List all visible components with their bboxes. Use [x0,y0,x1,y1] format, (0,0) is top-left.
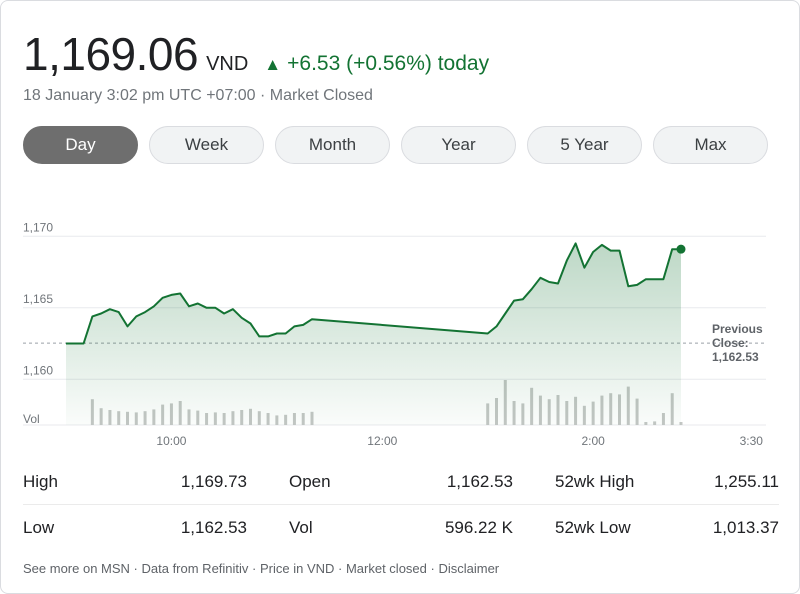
stat-label: 52wk Low [555,517,631,537]
stat-label: High [23,471,58,491]
y-tick-label: 1,165 [23,292,53,306]
price-line [66,242,681,345]
stat-value: 1,169.73 [180,471,247,491]
separator: · [334,561,346,576]
x-tick-label: 12:00 [367,434,397,448]
stat-label: Low [23,517,55,537]
tab-label: Week [184,135,229,154]
tab-week[interactable]: Week [149,126,264,164]
stat-value: 1,162.53 [180,517,247,537]
x-tick-label: 2:00 [581,434,605,448]
stat-value: 596.22 K [444,517,513,537]
price-series [66,242,686,425]
disclaimer-link[interactable]: Disclaimer [438,561,500,576]
see-more-link[interactable]: See more on MSN [23,561,130,576]
tab-label: Max [694,135,727,154]
price-header: 1,169.06 VND ▲ +6.53 (+0.56%) today [23,27,489,81]
price-chart[interactable]: 1,160 1,165 1,170 Vol 10:00 12:00 2:00 3:30 Prev… [1,196,800,451]
chart-labels: 1,160 1,165 1,170 Vol 10:00 12:00 2:00 3:30 Prev… [23,220,763,448]
stat-52wk-low: 52wk Low 1,013.37 [555,518,779,538]
stat-value: 1,255.11 [714,471,779,491]
current-price: 1,169.06 [23,28,199,80]
stat-high: High 1,169.73 [23,472,247,492]
previous-close-label: Previous [712,322,763,336]
tab-label: 5 Year [560,135,609,154]
stats-table: High 1,169.73 Open 1,162.53 52wk High 1,… [23,459,779,550]
market-status-line: 18 January 3:02 pm UTC +07:00 · Market C… [23,87,373,104]
tab-day[interactable]: Day [23,126,138,164]
tab-label: Day [65,135,96,154]
stat-label: Open [289,471,331,491]
tab-max[interactable]: Max [653,126,768,164]
stat-vol: Vol 596.22 K [289,518,513,538]
vol-axis-label: Vol [23,412,40,426]
x-tick-label: 10:00 [156,434,186,448]
separator: · [248,561,260,576]
stat-value: 1,013.37 [712,517,779,537]
stats-row: High 1,169.73 Open 1,162.53 52wk High 1,… [23,459,779,505]
previous-close-label: Close: [712,336,749,350]
stat-52wk-high: 52wk High 1,255.11 [555,472,779,492]
last-price-dot [676,244,686,254]
currency-note: Price in VND [259,561,335,576]
tab-year[interactable]: Year [401,126,516,164]
stat-label: 52wk High [555,471,635,491]
x-tick-label: 3:30 [740,434,764,448]
up-arrow-icon: ▲ [264,55,282,74]
stat-label: Vol [289,517,313,537]
data-source-link[interactable]: Data from Refinitiv [141,561,249,576]
price-change-text: +6.53 (+0.56%) today [287,52,490,75]
y-tick-label: 1,170 [23,220,53,234]
price-area [66,243,681,425]
stat-low: Low 1,162.53 [23,518,247,538]
tab-month[interactable]: Month [275,126,390,164]
y-tick-label: 1,160 [23,363,53,377]
tab-label: Year [441,135,476,154]
currency-label: VND [206,53,249,75]
range-tabs: Day Week Month Year 5 Year Max [23,126,779,164]
footer: See more on MSN · Data from Refinitiv · … [23,561,499,576]
stat-value: 1,162.53 [446,471,513,491]
previous-close-label: 1,162.53 [712,350,759,364]
separator: · [426,561,439,576]
price-change: ▲ +6.53 (+0.56%) today [264,52,489,76]
stat-open: Open 1,162.53 [289,472,513,492]
tab-5-year[interactable]: 5 Year [527,126,642,164]
tab-label: Month [308,135,357,154]
market-state-note: Market closed [345,561,427,576]
stats-row: Low 1,162.53 Vol 596.22 K 52wk Low 1,013… [23,505,779,550]
separator: · [129,561,142,576]
